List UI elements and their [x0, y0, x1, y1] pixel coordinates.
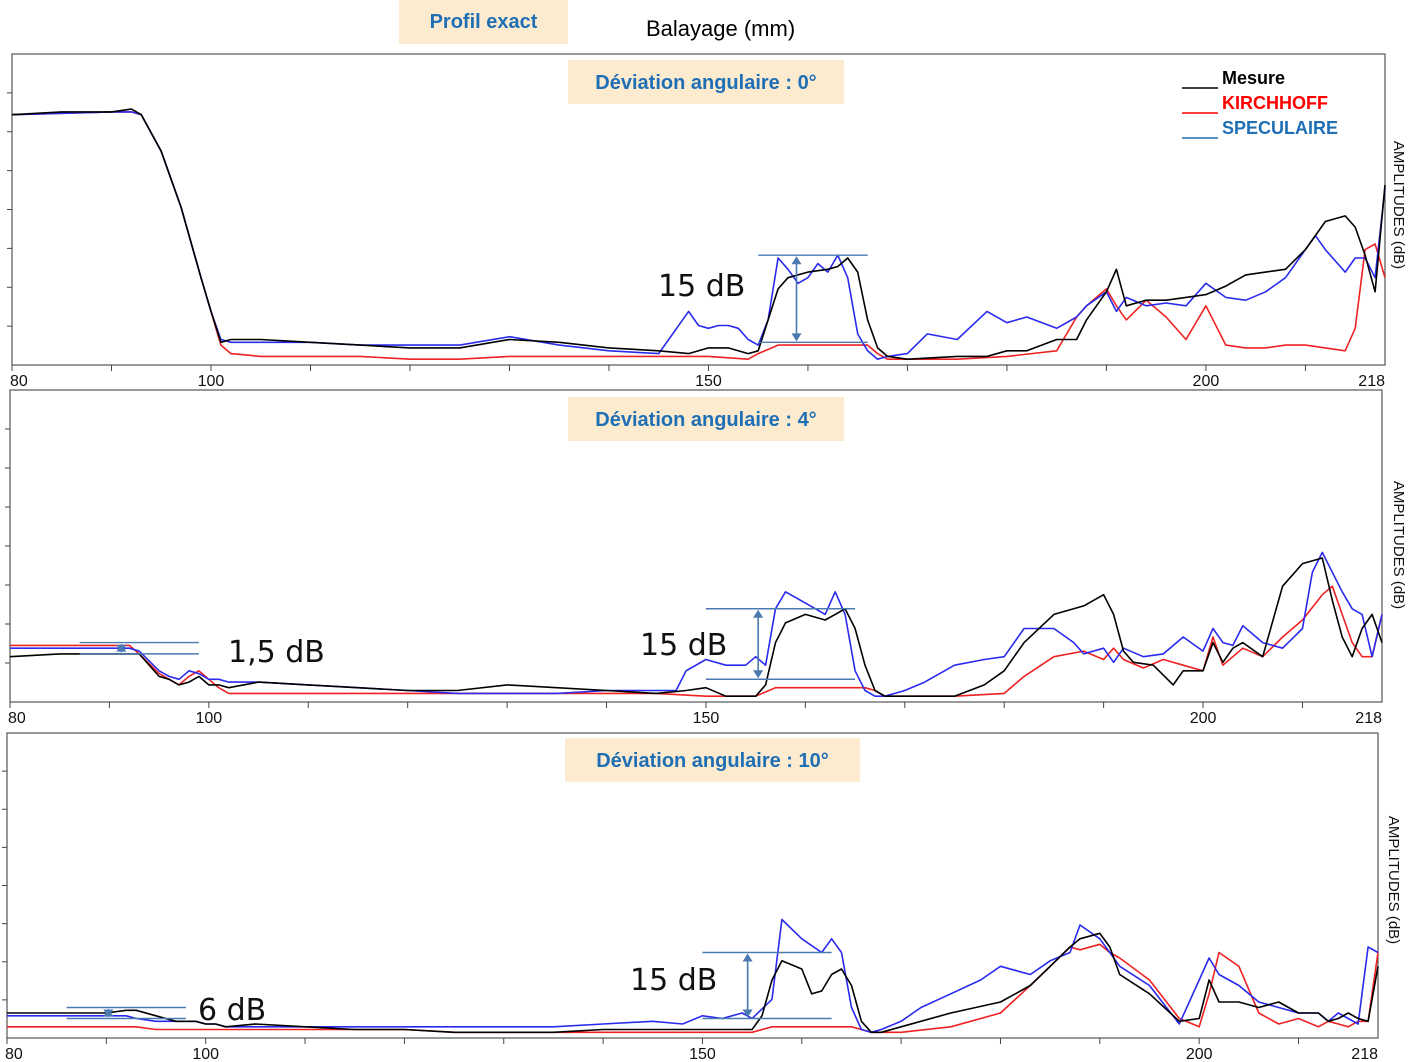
series-line-speculaire [11, 111, 1386, 361]
series-line-mesure [11, 108, 1386, 361]
annotation-label: 15 dB [658, 269, 745, 304]
profile-title: Profil exact [399, 0, 568, 44]
x-tick-label: 150 [689, 1046, 716, 1062]
annotation-arrow-head [791, 333, 802, 342]
x-axis-label: Balayage (mm) [646, 16, 796, 41]
annotation-arrow-head [742, 953, 753, 962]
annotation-arrow-head [791, 256, 802, 265]
y-axis-label: AMPLITUDES (dB) [1390, 141, 1407, 269]
x-tick-label: 218 [1358, 373, 1385, 390]
x-tick-label: 80 [8, 710, 26, 727]
annotation-label: 15 dB [640, 628, 727, 663]
x-tick-label: 100 [192, 1046, 219, 1062]
panel-title: Déviation angulaire : 0° [595, 72, 816, 94]
annotation-arrow-head [742, 1009, 753, 1018]
panel-title-box [565, 738, 860, 782]
annotation-arrow-head [753, 609, 764, 618]
legend-label: KIRCHHOFF [1222, 93, 1328, 113]
series-line-speculaire [7, 918, 1379, 1034]
x-tick-label: 218 [1351, 1046, 1378, 1062]
x-tick-label: 200 [1193, 373, 1220, 390]
series-line-kirchhoff [11, 111, 1386, 361]
x-tick-label: 100 [198, 373, 225, 390]
panel-title-box [568, 60, 844, 104]
annotation-label: 1,5 dB [228, 635, 325, 670]
x-tick-label: 218 [1355, 710, 1382, 727]
x-tick-label: 200 [1186, 1046, 1213, 1062]
annotation-label: 15 dB [630, 963, 717, 998]
series-line-mesure [7, 932, 1379, 1034]
y-axis-label: AMPLITUDES (dB) [1385, 816, 1402, 944]
annotation-arrow-head [116, 644, 127, 653]
x-tick-label: 80 [5, 1046, 23, 1062]
legend-label: SPECULAIRE [1222, 118, 1338, 138]
annotation-arrow-head [103, 1009, 114, 1018]
panel-title: Déviation angulaire : 10° [596, 750, 829, 772]
panel-title-box [568, 397, 844, 441]
series-line-mesure [9, 557, 1383, 698]
annotation-arrow-head [753, 670, 764, 679]
panel-title: Déviation angulaire : 4° [595, 409, 816, 431]
y-axis-label: AMPLITUDES (dB) [1390, 481, 1407, 609]
legend-label: Mesure [1222, 68, 1285, 88]
series-line-speculaire [10, 551, 1383, 698]
x-tick-label: 200 [1190, 710, 1217, 727]
x-tick-label: 80 [10, 373, 28, 390]
x-tick-label: 150 [693, 710, 720, 727]
annotation-label: 6 dB [198, 993, 266, 1028]
x-tick-label: 150 [695, 373, 722, 390]
x-tick-label: 100 [195, 710, 222, 727]
